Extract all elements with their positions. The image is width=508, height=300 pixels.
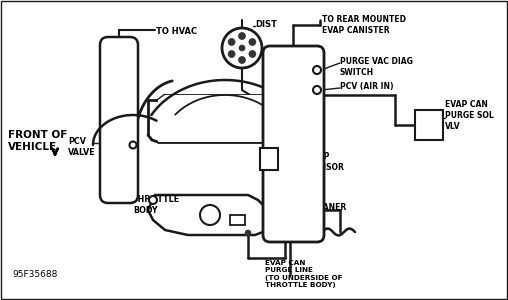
FancyBboxPatch shape [100, 37, 138, 203]
FancyBboxPatch shape [263, 46, 324, 242]
Text: TO HVAC: TO HVAC [156, 27, 197, 36]
Circle shape [249, 50, 256, 58]
Text: EVAP CAN
PURGE SOL
VLV: EVAP CAN PURGE SOL VLV [445, 100, 494, 131]
Text: MAP
SENSOR: MAP SENSOR [310, 152, 345, 172]
Text: THROTTLE
BODY: THROTTLE BODY [133, 195, 180, 215]
Circle shape [238, 32, 245, 40]
Text: DIST: DIST [255, 20, 277, 29]
Circle shape [228, 50, 235, 58]
Text: AIR
CLEANER: AIR CLEANER [308, 192, 347, 212]
Text: PCV (AIR IN): PCV (AIR IN) [340, 82, 394, 91]
Text: FRONT OF: FRONT OF [8, 130, 68, 140]
Text: 95F35688: 95F35688 [12, 270, 57, 279]
Circle shape [130, 142, 137, 148]
Circle shape [239, 45, 245, 51]
Polygon shape [148, 95, 292, 142]
Text: EVAP CAN
PURGE LINE
(TO UNDERSIDE OF
THROTTLE BODY): EVAP CAN PURGE LINE (TO UNDERSIDE OF THR… [265, 260, 342, 289]
Circle shape [149, 196, 157, 204]
Text: VEHICLE: VEHICLE [8, 142, 57, 152]
Bar [230, 215, 245, 225]
Text: PURGE VAC DIAG
SWITCH: PURGE VAC DIAG SWITCH [340, 57, 413, 77]
Circle shape [238, 56, 245, 64]
Circle shape [200, 205, 220, 225]
Text: TO REAR MOUNTED
EVAP CANISTER: TO REAR MOUNTED EVAP CANISTER [322, 15, 406, 35]
Circle shape [313, 86, 321, 94]
Circle shape [245, 230, 251, 236]
Text: PCV
VALVE: PCV VALVE [68, 137, 96, 157]
Circle shape [249, 38, 256, 46]
Circle shape [228, 38, 235, 46]
Bar [260, 148, 278, 170]
Polygon shape [148, 195, 268, 235]
Circle shape [222, 28, 262, 68]
Circle shape [313, 66, 321, 74]
Bar [415, 110, 443, 140]
